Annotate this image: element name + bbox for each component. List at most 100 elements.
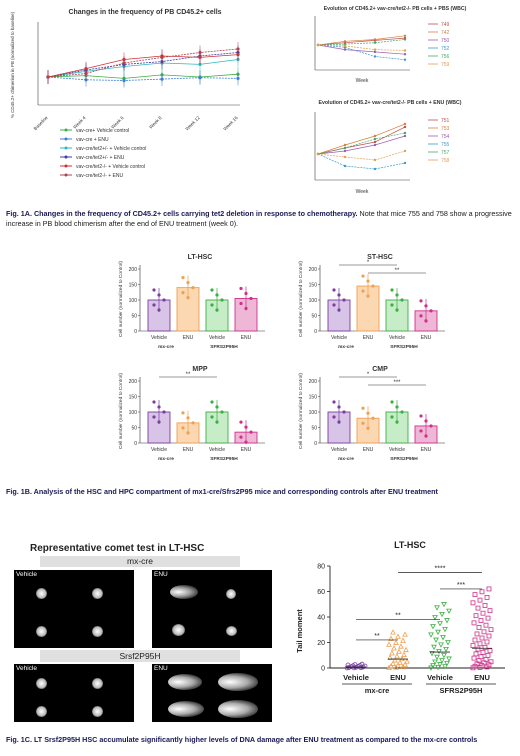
fig1a-caption: Fig. 1A. Changes in the frequency of CD4… — [6, 209, 516, 228]
fig1b-ytick-label: 150 — [309, 283, 318, 289]
scatter-sig-stars: ** — [395, 613, 401, 620]
fig1b-dot — [390, 303, 394, 307]
scatter-title: LT-HSC — [394, 540, 426, 550]
scatter-point-enu-srsf2 — [486, 586, 492, 592]
fig1c-scatter: LT-HSC Tail moment 0 20 40 60 80 Vehicle ENU V… — [295, 540, 505, 695]
fig1b-dot — [395, 420, 399, 424]
scatter-point-enu-srsf2 — [473, 651, 479, 657]
fig1a-left-point — [198, 50, 202, 55]
scatter-point-vehicle-srsf2 — [428, 665, 434, 671]
fig1b-dot — [220, 298, 224, 302]
fig1b-dot — [424, 304, 428, 308]
small-chart-legend-item: 759 — [441, 62, 450, 68]
scatter-point-enu-mxcre — [388, 635, 394, 641]
fig1b-dot — [337, 405, 341, 409]
scatter-point-vehicle-mxcre — [359, 661, 365, 667]
small-chart-point — [373, 48, 377, 51]
scatter-point-enu-srsf2 — [477, 641, 483, 647]
fig1b-xlabel: Vehicle — [331, 447, 347, 453]
comet-image-mxcre-enu: ENU — [152, 570, 272, 648]
scatter-point-vehicle-srsf2 — [430, 624, 436, 630]
fig1b-dot — [210, 288, 214, 292]
fig1b-dot — [390, 415, 394, 419]
scatter-point-enu-mxcre — [404, 658, 410, 664]
small-chart-line — [317, 135, 406, 155]
fig1b-group-label: SFRS2P95H — [390, 344, 418, 350]
scatter-point-vehicle-srsf2 — [442, 664, 448, 670]
scatter-point-vehicle-srsf2 — [444, 618, 450, 624]
scatter-point-vehicle-srsf2 — [440, 635, 446, 641]
fig1b-dot — [342, 298, 346, 302]
scatter-point-enu-srsf2 — [485, 615, 491, 621]
scatter-sig-stars: ** — [374, 633, 380, 640]
fig1b-ytick-label: 150 — [129, 395, 138, 401]
fig1b-figure: LT-HSC 0 50 100 150 200 Cell number (normalize… — [118, 254, 445, 462]
small-chart-legend-item: 754 — [441, 134, 450, 140]
scatter-point-enu-srsf2 — [484, 639, 490, 645]
fig1b-dot — [419, 414, 423, 418]
fig1b-xlabel: Vehicle — [209, 335, 225, 341]
scatter-point-enu-mxcre — [401, 651, 407, 657]
fig1b-panel: MPP 0 50 100 150 200 Cell number (normalized t… — [118, 366, 265, 462]
small-chart-point — [373, 137, 377, 141]
fig1b-dot — [215, 293, 219, 297]
fig1b-dot — [157, 293, 161, 297]
fig1a-left-legend-item: vav-cre/tet2-/- + Vehicle control — [76, 164, 145, 170]
scatter-point-enu-mxcre — [395, 662, 401, 668]
small-chart-point — [403, 149, 407, 153]
fig1b-ylabel: Cell number (normalized to Control) — [298, 373, 304, 449]
fig1b-group-label: SFRS2P95H — [390, 456, 418, 462]
fig1b-dot — [371, 284, 375, 288]
fig1b-dot — [181, 426, 185, 430]
fig1a-figure: Changes in the frequency of PB CD45.2+ c… — [10, 6, 467, 195]
fig1a-tr-series — [316, 34, 407, 61]
fig1b-xlabel: ENU — [183, 335, 194, 341]
scatter-point-vehicle-srsf2 — [434, 654, 440, 661]
scatter-point-enu-srsf2 — [485, 652, 491, 658]
comet-label-vehicle: Vehicle — [16, 571, 37, 578]
fig1b-xlabel: Vehicle — [151, 335, 167, 341]
small-chart-point — [373, 134, 377, 138]
fig1b-dot — [424, 319, 428, 323]
scatter-point-enu-mxcre — [400, 637, 406, 643]
fig1b-group-label: mx-cre — [158, 456, 174, 462]
fig1b-dot — [215, 405, 219, 409]
fig1a-left-line — [47, 73, 239, 79]
comet-image-mxcre-vehicle: Vehicle — [14, 570, 134, 648]
scatter-point-vehicle-srsf2 — [430, 663, 436, 669]
scatter-xlabel: Vehicle — [343, 673, 369, 682]
scatter-sig-stars: **** — [435, 565, 446, 572]
fig1a-left-line — [47, 76, 239, 81]
fig1b-dot — [390, 288, 394, 292]
fig1b-xlabel: ENU — [363, 447, 374, 453]
fig1b-dot — [244, 306, 248, 311]
scatter-ytick-label: 80 — [317, 564, 325, 571]
scatter-ytick-label: 0 — [321, 666, 325, 673]
small-chart-point — [316, 152, 320, 156]
fig1b-dot — [395, 308, 399, 312]
scatter-point-enu-mxcre — [390, 629, 396, 635]
scatter-point-enu-mxcre — [388, 663, 394, 669]
scatter-point-vehicle-srsf2 — [441, 602, 447, 608]
fig1b-sig-stars: *** — [393, 380, 401, 386]
scatter-point-vehicle-srsf2 — [439, 611, 445, 618]
scatter-point-vehicle-srsf2 — [446, 608, 452, 614]
scatter-point-enu-srsf2 — [472, 637, 478, 643]
scatter-point-enu-srsf2 — [487, 648, 493, 654]
scatter-point-enu-mxcre — [398, 643, 404, 649]
fig1b-ytick-label: 50 — [311, 426, 317, 432]
fig1b-dot — [332, 288, 336, 292]
fig1b-dot — [239, 301, 243, 306]
fig1b-xlabel: ENU — [421, 335, 432, 341]
fig1a-left-legend-marker — [64, 137, 68, 141]
small-chart-point — [343, 155, 347, 159]
fig1b-dot — [400, 298, 404, 302]
fig1b-dot — [210, 303, 214, 307]
fig1b-panel-title: CMP — [372, 366, 388, 373]
fig1b-xlabel: ENU — [241, 335, 252, 341]
fig1b-dot — [395, 293, 399, 297]
comet-label-enu-2: ENU — [154, 665, 168, 672]
fig1b-dot — [419, 314, 423, 318]
fig1a-left-point — [160, 77, 164, 81]
small-chart-point — [343, 42, 347, 46]
